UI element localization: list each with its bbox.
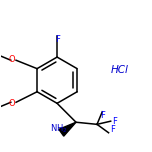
Text: F: F bbox=[110, 125, 114, 134]
Text: HCl: HCl bbox=[111, 65, 129, 75]
Text: F: F bbox=[55, 35, 60, 44]
Text: F: F bbox=[112, 117, 117, 126]
Text: F: F bbox=[100, 111, 105, 120]
Text: O: O bbox=[8, 55, 15, 64]
Text: O: O bbox=[8, 99, 15, 108]
Polygon shape bbox=[59, 122, 76, 136]
Text: NH$_2$: NH$_2$ bbox=[50, 122, 68, 135]
